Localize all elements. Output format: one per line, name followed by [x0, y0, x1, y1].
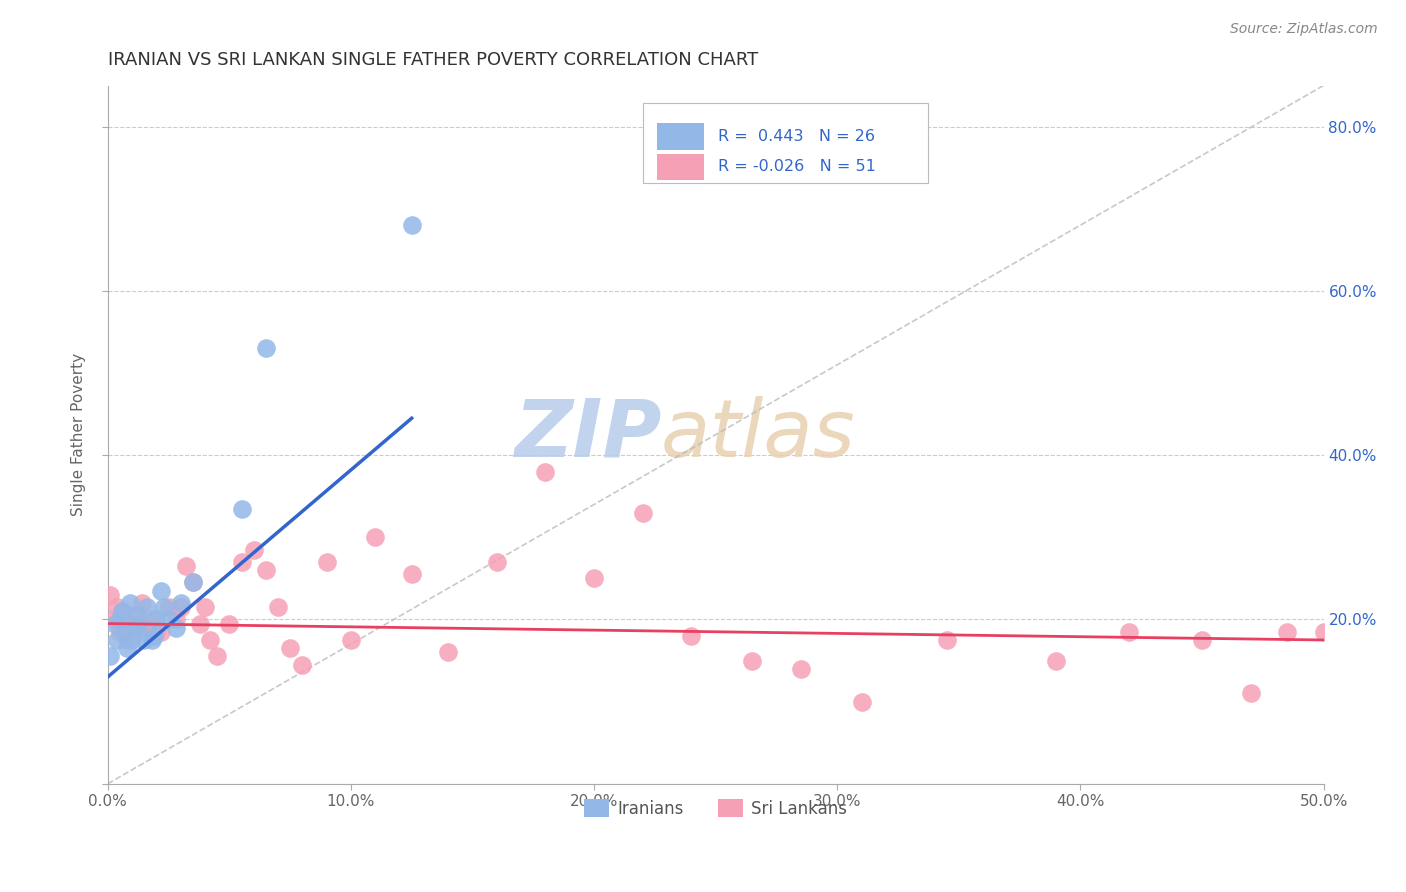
Point [181, 575, 204, 590]
Point [107, 632, 129, 647]
Point [188, 616, 211, 631]
Point [437, 645, 460, 659]
Text: ZIP: ZIP [513, 396, 661, 474]
Point [157, 612, 180, 626]
Point [108, 624, 131, 639]
Point [150, 624, 173, 639]
Point [534, 465, 557, 479]
Point [104, 612, 127, 626]
Y-axis label: Single Father Poverty: Single Father Poverty [72, 353, 86, 516]
Point [114, 616, 136, 631]
Point [631, 506, 654, 520]
Point [242, 542, 264, 557]
Point [278, 641, 301, 656]
Point [170, 600, 193, 615]
Point [254, 563, 277, 577]
Text: R = -0.026   N = 51: R = -0.026 N = 51 [718, 159, 876, 174]
Point [141, 632, 163, 647]
Point [145, 624, 167, 639]
Point [152, 600, 174, 615]
Point [121, 608, 143, 623]
Text: IRANIAN VS SRI LANKAN SINGLE FATHER POVERTY CORRELATION CHART: IRANIAN VS SRI LANKAN SINGLE FATHER POVE… [108, 51, 758, 69]
Point [291, 657, 314, 672]
Text: Source: ZipAtlas.com: Source: ZipAtlas.com [1230, 22, 1378, 37]
Text: R =  0.443   N = 26: R = 0.443 N = 26 [718, 128, 875, 144]
Point [143, 629, 166, 643]
Point [170, 596, 193, 610]
Point [141, 612, 163, 626]
Point [1191, 632, 1213, 647]
Point [125, 616, 148, 631]
Point [125, 608, 148, 623]
Point [231, 501, 253, 516]
Point [1275, 624, 1298, 639]
Point [851, 695, 873, 709]
Text: atlas: atlas [661, 396, 856, 474]
Point [135, 600, 157, 615]
Point [121, 632, 143, 647]
Point [98, 649, 121, 664]
Point [267, 600, 290, 615]
Point [111, 604, 134, 618]
Point [741, 653, 763, 667]
Point [134, 632, 156, 647]
Point [128, 616, 150, 631]
Point [165, 612, 187, 626]
Point [205, 649, 228, 664]
Point [115, 641, 138, 656]
Point [134, 616, 156, 631]
Point [1239, 686, 1261, 700]
Point [198, 632, 221, 647]
Point [1312, 624, 1334, 639]
Point [364, 530, 387, 544]
FancyBboxPatch shape [658, 154, 703, 180]
Point [114, 624, 136, 639]
Point [1045, 653, 1067, 667]
Point [131, 596, 153, 610]
FancyBboxPatch shape [643, 103, 928, 183]
Legend: Iranians, Sri Lankans: Iranians, Sri Lankans [578, 793, 853, 824]
Point [145, 612, 167, 626]
Point [157, 600, 180, 615]
Point [935, 632, 957, 647]
Point [108, 612, 131, 626]
Point [401, 218, 423, 232]
Point [218, 616, 240, 631]
Point [583, 571, 606, 585]
Point [340, 632, 363, 647]
Point [124, 621, 146, 635]
Point [111, 604, 134, 618]
Point [194, 600, 217, 615]
Point [98, 588, 121, 602]
Point [104, 616, 127, 631]
Point [135, 624, 157, 639]
Point [1118, 624, 1140, 639]
Point [485, 555, 508, 569]
Point [254, 342, 277, 356]
Point [118, 596, 141, 610]
Point [681, 629, 703, 643]
Point [115, 632, 138, 647]
Point [231, 555, 253, 569]
Point [790, 662, 813, 676]
Point [150, 583, 173, 598]
Point [174, 559, 197, 574]
Point [165, 621, 187, 635]
Point [107, 600, 129, 615]
Point [315, 555, 337, 569]
Point [181, 575, 204, 590]
FancyBboxPatch shape [658, 123, 703, 150]
Point [401, 567, 423, 582]
